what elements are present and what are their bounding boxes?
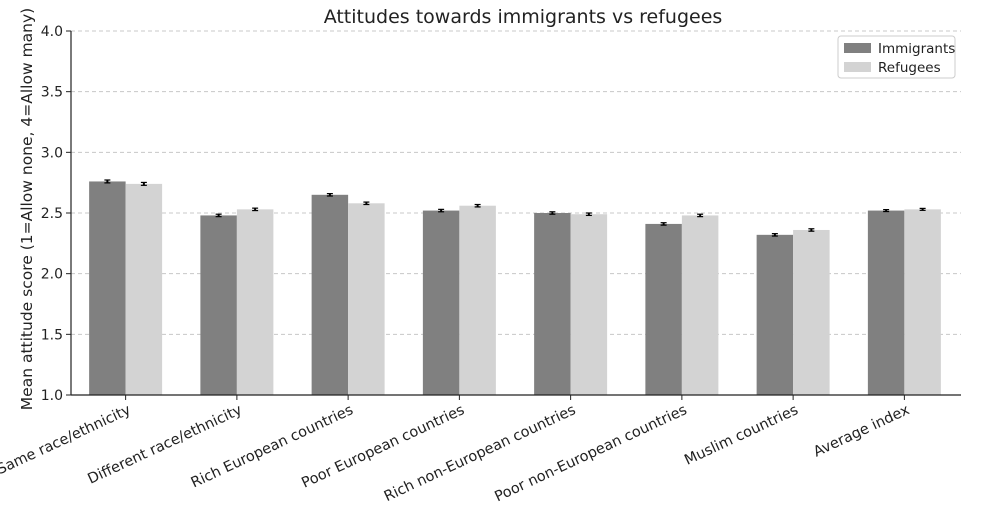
x-tick-label: Rich non-European countries: [382, 402, 579, 505]
legend-swatch-immigrants: [844, 43, 871, 53]
legend-label-refugees[interactable]: Refugees: [878, 60, 941, 76]
bar-refugees[interactable]: [793, 229, 830, 395]
y-tick-label: 2.0: [41, 267, 63, 283]
axes-layer: [66, 30, 961, 400]
y-tick-label: 1.0: [41, 388, 63, 404]
legend[interactable]: Immigrants Refugees: [837, 35, 956, 79]
chart-title: Attitudes towards immigrants vs refugees: [324, 6, 723, 28]
y-axis-title: Mean attitude score (1=Allow none, 4=All…: [18, 8, 36, 410]
x-tick-label: Muslim countries: [682, 402, 801, 469]
bar-immigrants[interactable]: [645, 223, 682, 395]
error-bars-layer: [104, 179, 926, 237]
bar-immigrants[interactable]: [867, 210, 905, 395]
y-tick-label: 4.0: [41, 24, 63, 40]
legend-swatch-refugees: [844, 62, 871, 72]
bar-refugees[interactable]: [125, 183, 163, 395]
bar-refugees[interactable]: [904, 209, 941, 395]
x-tick-label: Average index: [811, 402, 912, 461]
bars-layer: [89, 181, 941, 395]
y-tick-label: 3.5: [41, 85, 63, 101]
bar-refugees[interactable]: [570, 214, 608, 395]
bar-refugees[interactable]: [348, 203, 385, 395]
bar-refugees[interactable]: [681, 215, 719, 395]
y-tick-label: 1.5: [41, 327, 63, 343]
bar-immigrants[interactable]: [534, 213, 571, 395]
y-tick-label: 3.0: [41, 145, 63, 161]
bar-refugees[interactable]: [236, 209, 274, 395]
x-tick-label: Poor non-European countries: [492, 402, 689, 505]
y-tick-label: 2.5: [41, 206, 63, 222]
legend-label-immigrants[interactable]: Immigrants: [878, 41, 955, 57]
bar-immigrants[interactable]: [200, 215, 237, 395]
bar-immigrants[interactable]: [422, 210, 460, 395]
bar-refugees[interactable]: [459, 205, 496, 395]
bar-immigrants[interactable]: [311, 194, 349, 395]
bar-immigrants[interactable]: [756, 234, 794, 395]
bar-immigrants[interactable]: [89, 181, 126, 395]
